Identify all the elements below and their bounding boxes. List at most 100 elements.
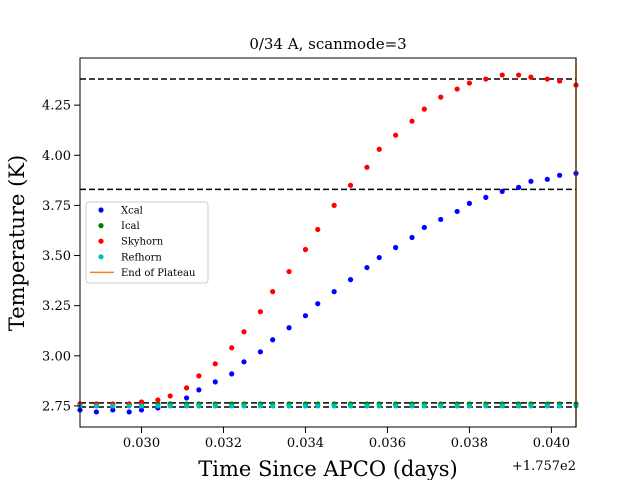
refhorn-point — [229, 403, 235, 409]
xcal-point — [364, 264, 370, 271]
skyhorn-point — [466, 80, 473, 86]
xcal-point — [347, 277, 354, 283]
xcal-point — [421, 224, 427, 231]
skyhorn-point — [138, 399, 145, 405]
skyhorn-point — [557, 78, 563, 84]
legend-label-refhorn: Refhorn — [121, 252, 162, 263]
y-axis: 2.75 3.00 3.25 3.50 3.75 4.00 4.25 — [42, 99, 80, 414]
chart-title: 0/34 A, scanmode=3 — [249, 35, 406, 53]
xcal-point — [126, 409, 132, 415]
refhorn-point — [257, 403, 263, 409]
xcal-point — [183, 395, 190, 401]
skyhorn-point — [421, 106, 427, 112]
skyhorn-point — [483, 76, 489, 82]
y-tick-label: 4.25 — [42, 99, 71, 114]
xcal-point — [138, 407, 145, 413]
skyhorn-point — [376, 146, 382, 152]
refhorn-point — [183, 403, 190, 409]
skyhorn-point — [241, 329, 247, 335]
refhorn-point — [454, 403, 460, 409]
xcal-point — [483, 194, 489, 200]
x-axis-label: Time Since APCO (days) — [198, 457, 457, 480]
legend-label-end-of-plateau: End of Plateau — [121, 268, 196, 279]
y-axis-label: Temperature (K) — [5, 155, 29, 331]
y-tick-label: 4.00 — [42, 149, 71, 164]
x-tick-label: 0.036 — [369, 436, 406, 451]
refhorn-point — [499, 403, 505, 409]
skyhorn-point — [409, 118, 415, 124]
x-tick-label: 0.040 — [533, 436, 570, 451]
skyhorn-point — [528, 74, 534, 80]
xcal-point — [376, 254, 382, 261]
refhorn-point — [126, 403, 132, 409]
xcal-point — [393, 244, 399, 251]
skyhorn-point — [544, 76, 550, 82]
refhorn-point — [516, 403, 522, 409]
refhorn-point — [138, 403, 145, 409]
refhorn-point — [270, 403, 276, 409]
refhorn-point — [438, 403, 444, 409]
xcal-point — [93, 409, 99, 415]
skyhorn-point — [270, 289, 276, 295]
x-axis: 0.030 0.032 0.034 0.036 0.038 0.040 — [123, 427, 570, 451]
legend-label-xcal: Xcal — [121, 206, 143, 217]
refhorn-point — [155, 403, 161, 409]
xcal-point — [315, 301, 321, 307]
refhorn-point — [110, 403, 116, 409]
xcal-point — [257, 349, 263, 355]
skyhorn-point — [516, 72, 522, 78]
refhorn-point — [302, 403, 309, 409]
legend-marker-skyhorn — [98, 238, 104, 244]
x-tick-label: 0.038 — [451, 436, 488, 451]
refhorn-point — [331, 403, 337, 409]
legend-box — [85, 201, 209, 284]
xcal-point — [557, 172, 563, 178]
refhorn-point — [347, 403, 354, 409]
skyhorn-point — [196, 373, 202, 379]
refhorn-point — [376, 403, 382, 409]
refhorn-point — [409, 403, 415, 409]
refhorn-point — [241, 403, 247, 409]
x-tick-label: 0.030 — [123, 436, 160, 451]
refhorn-point — [286, 403, 292, 409]
xcal-point — [409, 234, 415, 241]
xcal-point — [212, 379, 218, 385]
refhorn-point — [421, 403, 427, 409]
xcal-point — [454, 208, 460, 215]
refhorn-point — [528, 403, 534, 409]
x-tick-label: 0.034 — [287, 436, 324, 451]
skyhorn-point — [183, 385, 190, 391]
skyhorn-point — [286, 268, 292, 275]
x-tick-label: 0.032 — [205, 436, 242, 451]
skyhorn-point — [315, 226, 321, 233]
legend: Xcal Ical Skyhorn Refhorn End of Plateau — [85, 201, 209, 284]
refhorn-point — [393, 403, 399, 409]
xcal-point — [110, 407, 116, 413]
xcal-point — [286, 325, 292, 331]
skyhorn-point — [393, 132, 399, 138]
skyhorn-point — [257, 309, 263, 315]
skyhorn-point — [302, 246, 309, 253]
skyhorn-point — [212, 361, 218, 367]
xcal-point — [196, 387, 202, 393]
skyhorn-point — [167, 393, 173, 399]
xcal-point — [499, 188, 505, 194]
legend-label-skyhorn: Skyhorn — [121, 237, 164, 248]
xcal-point — [438, 216, 444, 223]
series-refhorn — [77, 403, 579, 409]
skyhorn-point — [229, 345, 235, 351]
refhorn-point — [212, 403, 218, 409]
skyhorn-point — [454, 86, 460, 92]
legend-marker-ical — [98, 223, 104, 229]
xcal-point — [302, 313, 309, 319]
skyhorn-point — [438, 94, 444, 100]
y-tick-label: 3.50 — [42, 249, 71, 264]
refhorn-point — [466, 403, 473, 409]
xcal-point — [241, 359, 247, 365]
refhorn-point — [544, 403, 550, 409]
refhorn-point — [557, 403, 563, 409]
skyhorn-point — [364, 164, 370, 170]
series-xcal — [77, 170, 579, 415]
refhorn-point — [315, 403, 321, 409]
legend-marker-xcal — [98, 207, 104, 213]
